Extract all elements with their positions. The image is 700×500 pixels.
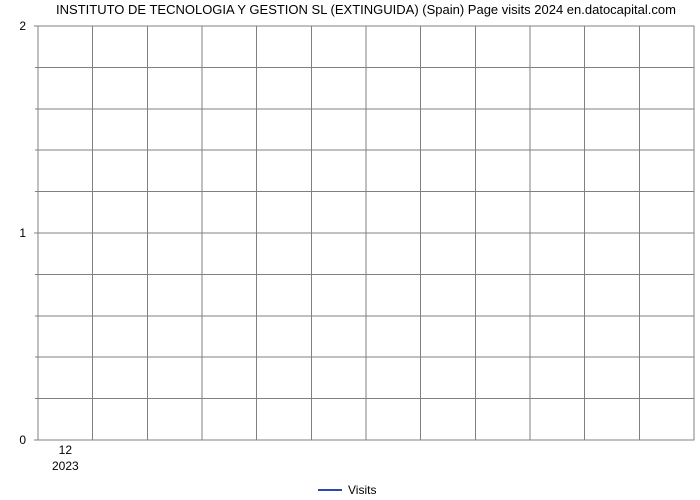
svg-text:2: 2 [19,19,26,33]
svg-text:1: 1 [19,226,26,240]
chart-title: INSTITUTO DE TECNOLOGIA Y GESTION SL (EX… [56,2,676,17]
chart-grid [38,26,694,440]
svg-text:2023: 2023 [52,459,79,473]
svg-text:0: 0 [19,433,26,447]
x-tick-labels: 12 2023 [52,443,79,473]
svg-text:12: 12 [59,443,73,457]
visits-chart: INSTITUTO DE TECNOLOGIA Y GESTION SL (EX… [0,0,700,500]
y-tick-labels: 0 1 2 [19,19,38,447]
legend-label: Visits [348,483,376,497]
legend: Visits [318,483,376,497]
